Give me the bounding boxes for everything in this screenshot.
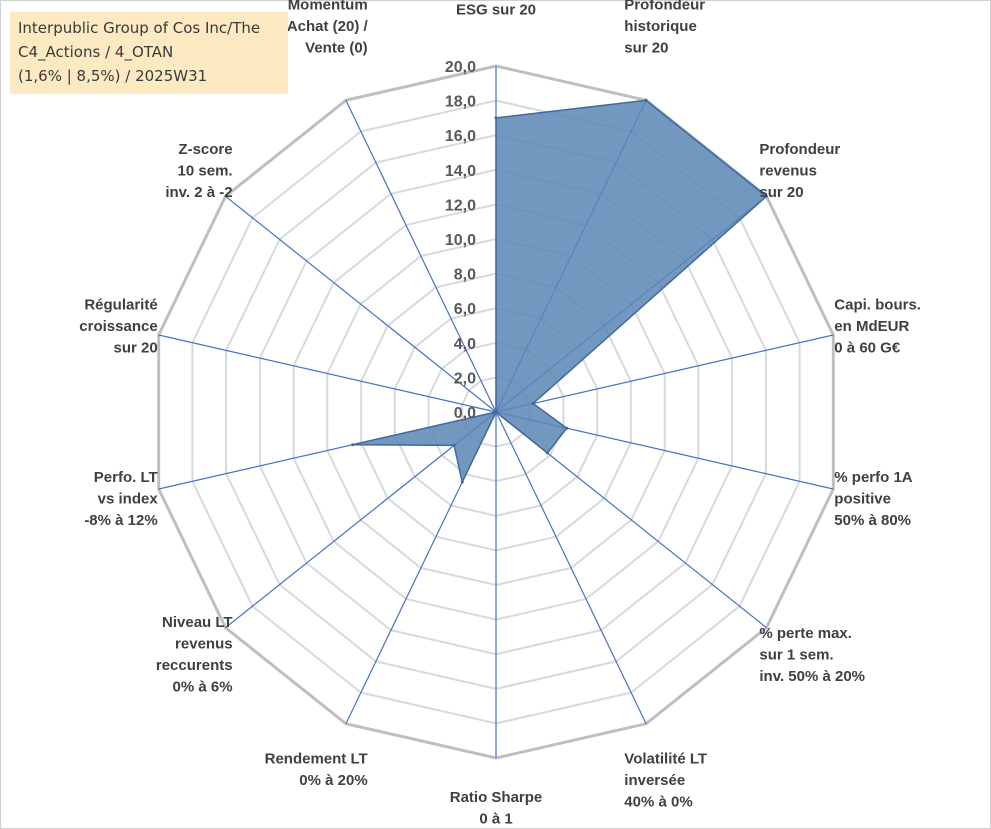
tick-label: 10,0 xyxy=(445,232,476,249)
tick-label: 16,0 xyxy=(445,128,476,145)
axis-label-line: 0 à 60 G€ xyxy=(834,340,901,357)
axis-label-line: historique xyxy=(624,18,697,35)
axis-label-line: Volatilité LT xyxy=(624,751,707,768)
tick-label: 20,0 xyxy=(445,59,476,76)
axis-label: Perfo. LT vs index -8% à 12% xyxy=(84,469,158,529)
axis-label-line: 0 à 1 xyxy=(479,811,512,828)
data-point xyxy=(765,194,768,198)
axis-label-line: Rendement LT xyxy=(265,751,368,768)
axis-label: Capi. bours. en MdEUR 0 à 60 G€ xyxy=(834,297,921,357)
axis-label: Niveau LT revenus reccurents 0% à 6% xyxy=(156,614,233,696)
axis-label-line: Profondeur xyxy=(624,0,705,14)
radial-tick-labels: 0,0 2,0 4,0 6,0 8,0 10,0 12,0 14,0 16,0 18,0 20,0 xyxy=(445,59,476,422)
chart-title-line-2: C4_Actions / 4_OTAN xyxy=(18,43,174,61)
tick-label: 18,0 xyxy=(445,94,476,111)
data-point xyxy=(531,402,535,405)
tick-label: 4,0 xyxy=(454,336,476,353)
tick-label: 6,0 xyxy=(454,301,476,318)
axis-labels: NoteESG sur 20 Profondeur historique sur 20… xyxy=(79,0,921,828)
axis-label-line: Perfo. LT xyxy=(94,469,158,486)
axis-spoke xyxy=(225,411,497,629)
chart-title-line-3: (1,6% | 8,5%) / 2025W31 xyxy=(18,67,208,85)
axis-label-line: Capi. bours. xyxy=(834,297,921,314)
axis-label-line: revenus xyxy=(175,636,233,653)
axis-label: Momentum Achat (20) / Vente (0) xyxy=(287,0,369,57)
axis-label: Profondeur historique sur 20 xyxy=(624,0,705,57)
data-point xyxy=(351,443,355,447)
axis-label: Volatilité LT inversée 40% à 0% xyxy=(624,751,707,811)
axis-label: Profondeur revenus sur 20 xyxy=(759,141,840,201)
axis-label-line: Momentum xyxy=(288,0,368,14)
data-point xyxy=(545,451,549,455)
tick-label: 2,0 xyxy=(454,370,476,387)
axis-label-line: -8% à 12% xyxy=(84,512,157,529)
axis-label-line: ESG sur 20 xyxy=(456,1,536,18)
axis-label-line: 10 sem. xyxy=(178,163,233,180)
axis-label: % perte max. sur 1 sem. inv. 50% à 20% xyxy=(759,625,865,685)
axis-label-line: % perfo 1A xyxy=(834,469,913,486)
axis-label-line: 50% à 80% xyxy=(834,512,911,529)
axis-spoke xyxy=(158,334,497,413)
axis-label-line: % perte max. xyxy=(759,625,852,642)
axis-label: % perfo 1A positive 50% à 80% xyxy=(834,469,913,529)
axis-label: Ratio Sharpe 0 à 1 xyxy=(450,789,543,828)
axis-label-line: 0% à 6% xyxy=(173,679,233,696)
data-point xyxy=(644,98,648,102)
axis-label: Régularité croissance sur 20 xyxy=(79,297,157,357)
axis-label-line: positive xyxy=(834,491,891,508)
tick-label: 8,0 xyxy=(454,267,476,284)
axis-label-line: reccurents xyxy=(156,657,233,674)
data-point xyxy=(565,426,569,430)
axis-label-line: revenus xyxy=(759,163,817,180)
axis-label-line: sur 1 sem. xyxy=(759,646,833,663)
tick-label: 14,0 xyxy=(445,163,476,180)
axis-label: Z-score 10 sem. inv. 2 à -2 xyxy=(165,141,232,201)
data-point xyxy=(494,410,498,414)
axis-label-line: Ratio Sharpe xyxy=(450,789,543,806)
axis-label-line: sur 20 xyxy=(624,40,668,57)
axis-label: Rendement LT 0% à 20% xyxy=(265,751,368,790)
chart-title-line-1: Interpublic Group of Cos Inc/The xyxy=(18,19,261,37)
radar-series xyxy=(351,98,768,485)
data-point xyxy=(452,443,456,447)
axis-label-line: Z-score xyxy=(178,141,232,158)
data-point xyxy=(494,116,498,120)
axis-label-line: sur 20 xyxy=(759,184,803,201)
axis-label-line: Régularité xyxy=(84,297,157,314)
axis-spoke xyxy=(345,100,497,413)
axis-label-line: Achat (20) / xyxy=(287,18,369,35)
axis-label-line: Profondeur xyxy=(759,141,840,158)
axis-spoke xyxy=(225,195,497,413)
axis-label-line: Niveau LT xyxy=(162,614,233,631)
axis-label-line: Vente (0) xyxy=(305,40,368,57)
axis-label-line: 40% à 0% xyxy=(624,794,692,811)
series-area xyxy=(352,99,768,485)
axis-label-line: en MdEUR xyxy=(834,318,909,335)
tick-label: 12,0 xyxy=(445,197,476,214)
axis-spoke xyxy=(495,334,834,413)
axis-label: NoteESG sur 20 xyxy=(456,0,536,18)
data-point xyxy=(460,480,464,484)
axis-label-line: croissance xyxy=(79,318,157,335)
axis-spoke xyxy=(495,411,647,724)
axis-label-line: inversée xyxy=(624,772,685,789)
tick-label: 0,0 xyxy=(454,405,476,422)
axis-label-line: sur 20 xyxy=(113,340,157,357)
axis-label-line: inv. 2 à -2 xyxy=(165,184,232,201)
chart-title: Interpublic Group of Cos Inc/The C4_Acti… xyxy=(10,12,288,94)
axis-label-line: vs index xyxy=(98,491,159,508)
axis-label-line: inv. 50% à 20% xyxy=(759,668,865,685)
axis-label-line: 0% à 20% xyxy=(299,772,367,789)
